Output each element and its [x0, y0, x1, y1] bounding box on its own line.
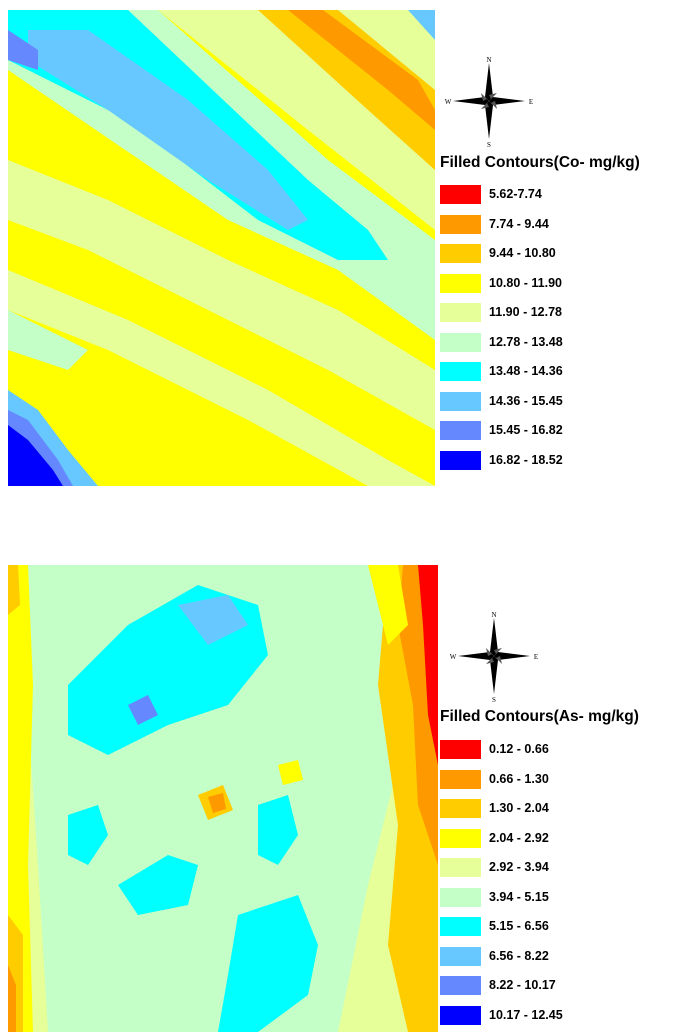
legend-label: 11.90 - 12.78 [489, 303, 562, 322]
legend-item: 0.12 - 0.66 [440, 740, 563, 770]
legend-swatch [440, 770, 481, 789]
as-contour-panel: N S E W Filled Contours(As- mg/kg) 0.12 … [0, 562, 681, 1032]
legend-title: Filled Contours(Co- mg/kg) [440, 154, 640, 172]
legend-swatch [440, 421, 481, 440]
legend-swatch [440, 976, 481, 995]
compass-east-label: E [529, 98, 533, 106]
legend-label: 1.30 - 2.04 [489, 799, 549, 818]
legend-item: 6.56 - 8.22 [440, 947, 563, 977]
legend-swatch [440, 917, 481, 936]
co-contour-panel: N S E W Filled Contours(Co- mg/kg) 5.62-… [0, 0, 681, 500]
legend-label: 7.74 - 9.44 [489, 215, 549, 234]
compass-south-label: S [487, 141, 491, 147]
legend-swatch [440, 799, 481, 818]
legend-item: 2.04 - 2.92 [440, 829, 563, 859]
compass-south-label: S [492, 696, 496, 702]
legend-label: 5.15 - 6.56 [489, 917, 549, 936]
compass-west-label: W [450, 653, 457, 661]
legend-swatch [440, 333, 481, 352]
legend-item: 5.62-7.74 [440, 185, 563, 215]
legend-label: 0.66 - 1.30 [489, 770, 549, 789]
legend-item: 15.45 - 16.82 [440, 421, 563, 451]
legend-swatch [440, 392, 481, 411]
legend-label: 10.17 - 12.45 [489, 1006, 563, 1025]
as-contour-map [8, 565, 438, 1032]
compass-west-label: W [445, 98, 452, 106]
legend-item: 0.66 - 1.30 [440, 770, 563, 800]
legend-label: 3.94 - 5.15 [489, 888, 549, 907]
legend-label: 13.48 - 14.36 [489, 362, 563, 381]
legend-label: 2.92 - 3.94 [489, 858, 549, 877]
legend-item: 9.44 - 10.80 [440, 244, 563, 274]
legend-item: 12.78 - 13.48 [440, 333, 563, 363]
legend-swatch [440, 185, 481, 204]
co-contour-map [8, 10, 435, 486]
legend-item: 10.17 - 12.45 [440, 1006, 563, 1035]
legend-swatch [440, 362, 481, 381]
legend-swatch [440, 274, 481, 293]
legend-item: 13.48 - 14.36 [440, 362, 563, 392]
compass-north-label: N [486, 56, 491, 64]
legend-item: 1.30 - 2.04 [440, 799, 563, 829]
legend-swatch [440, 740, 481, 759]
legend-swatch [440, 888, 481, 907]
legend-swatch [440, 858, 481, 877]
legend-label: 12.78 - 13.48 [489, 333, 563, 352]
legend-swatch [440, 451, 481, 470]
legend-label: 16.82 - 18.52 [489, 451, 563, 470]
legend-swatch [440, 947, 481, 966]
legend-swatch [440, 829, 481, 848]
legend-label: 8.22 - 10.17 [489, 976, 556, 995]
legend-label: 5.62-7.74 [489, 185, 542, 204]
legend-title: Filled Contours(As- mg/kg) [440, 708, 639, 726]
north-arrow-icon: N S E W [443, 55, 535, 147]
legend-label: 2.04 - 2.92 [489, 829, 549, 848]
legend-swatch [440, 244, 481, 263]
legend-label: 15.45 - 16.82 [489, 421, 563, 440]
legend: 5.62-7.74 7.74 - 9.44 9.44 - 10.80 10.80 - … [440, 185, 563, 480]
compass-east-label: E [534, 653, 538, 661]
legend-item: 7.74 - 9.44 [440, 215, 563, 245]
north-arrow-icon: N S E W [448, 610, 540, 702]
legend-label: 9.44 - 10.80 [489, 244, 556, 263]
legend-label: 14.36 - 15.45 [489, 392, 563, 411]
legend-swatch [440, 303, 481, 322]
legend-label: 10.80 - 11.90 [489, 274, 562, 293]
legend: 0.12 - 0.66 0.66 - 1.30 1.30 - 2.04 2.04 - … [440, 740, 563, 1035]
legend-label: 0.12 - 0.66 [489, 740, 549, 759]
legend-item: 2.92 - 3.94 [440, 858, 563, 888]
legend-item: 8.22 - 10.17 [440, 976, 563, 1006]
legend-item: 11.90 - 12.78 [440, 303, 563, 333]
legend-swatch [440, 215, 481, 234]
legend-item: 14.36 - 15.45 [440, 392, 563, 422]
legend-swatch [440, 1006, 481, 1025]
legend-label: 6.56 - 8.22 [489, 947, 549, 966]
legend-item: 5.15 - 6.56 [440, 917, 563, 947]
legend-item: 3.94 - 5.15 [440, 888, 563, 918]
compass-north-label: N [491, 611, 496, 619]
legend-item: 10.80 - 11.90 [440, 274, 563, 304]
legend-item: 16.82 - 18.52 [440, 451, 563, 481]
